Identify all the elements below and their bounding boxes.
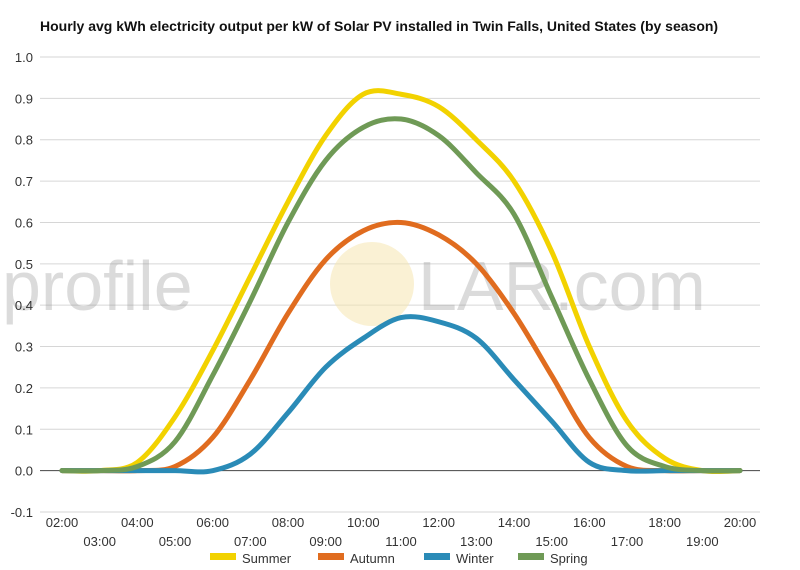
series-line-winter [59, 314, 743, 475]
x-tick-label: 11:00 [385, 534, 417, 549]
series-line-spring [59, 116, 743, 474]
y-tick-label: 0.6 [15, 215, 33, 230]
y-tick-label: 0.9 [15, 91, 33, 106]
grid-layer [40, 56, 760, 513]
x-tick-label: 20:00 [724, 515, 757, 530]
sun-logo-icon [330, 242, 414, 326]
x-tick-label: 15:00 [535, 534, 568, 549]
legend-swatch [318, 553, 344, 560]
x-tick-label: 12:00 [422, 515, 455, 530]
y-tick-label: 0.0 [15, 464, 33, 479]
y-tick-label: 0.1 [15, 422, 33, 437]
y-axis-ticks: -0.1 0.0 0.1 0.2 0.3 0.4 0.5 0.6 0.7 0.8 0.9 1.0 [11, 50, 33, 520]
x-tick-label: 06:00 [196, 515, 229, 530]
legend-label: Winter [456, 551, 494, 566]
watermark-text-right: LAR.com [418, 247, 706, 325]
legend-label: Spring [550, 551, 588, 566]
legend: Summer Autumn Winter Spring [210, 551, 588, 566]
x-tick-label: 17:00 [611, 534, 644, 549]
legend-swatch [518, 553, 544, 560]
y-tick-label: 1.0 [15, 50, 33, 65]
x-tick-label: 18:00 [648, 515, 681, 530]
legend-label: Summer [242, 551, 292, 566]
x-tick-label: 07:00 [234, 534, 267, 549]
y-tick-label: 0.4 [15, 298, 33, 313]
y-tick-label: 0.8 [15, 133, 33, 148]
legend-label: Autumn [350, 551, 395, 566]
x-tick-label: 10:00 [347, 515, 380, 530]
y-tick-label: 0.5 [15, 257, 33, 272]
x-tick-label: 08:00 [272, 515, 305, 530]
series-line-summer [59, 88, 743, 475]
series-layer [59, 88, 743, 475]
x-tick-label: 16:00 [573, 515, 606, 530]
x-axis-ticks: 02:00 03:00 04:00 05:00 06:00 07:00 08:00 09:00… [46, 515, 757, 549]
chart-title: Hourly avg kWh electricity output per kW… [40, 18, 719, 34]
series-line-autumn [59, 219, 743, 474]
x-tick-label: 19:00 [686, 534, 719, 549]
legend-swatch [424, 553, 450, 560]
y-tick-label: 0.3 [15, 340, 33, 355]
x-tick-label: 03:00 [83, 534, 116, 549]
x-tick-label: 05:00 [159, 534, 192, 549]
x-tick-label: 13:00 [460, 534, 493, 549]
y-tick-label: 0.2 [15, 381, 33, 396]
x-tick-label: 02:00 [46, 515, 79, 530]
legend-swatch [210, 553, 236, 560]
y-tick-label: 0.7 [15, 174, 33, 189]
watermark: profile LAR.com [2, 242, 706, 326]
x-tick-label: 04:00 [121, 515, 154, 530]
watermark-text-left: profile [2, 247, 193, 325]
x-tick-label: 14:00 [498, 515, 531, 530]
y-tick-label: -0.1 [11, 505, 33, 520]
x-tick-label: 09:00 [309, 534, 342, 549]
